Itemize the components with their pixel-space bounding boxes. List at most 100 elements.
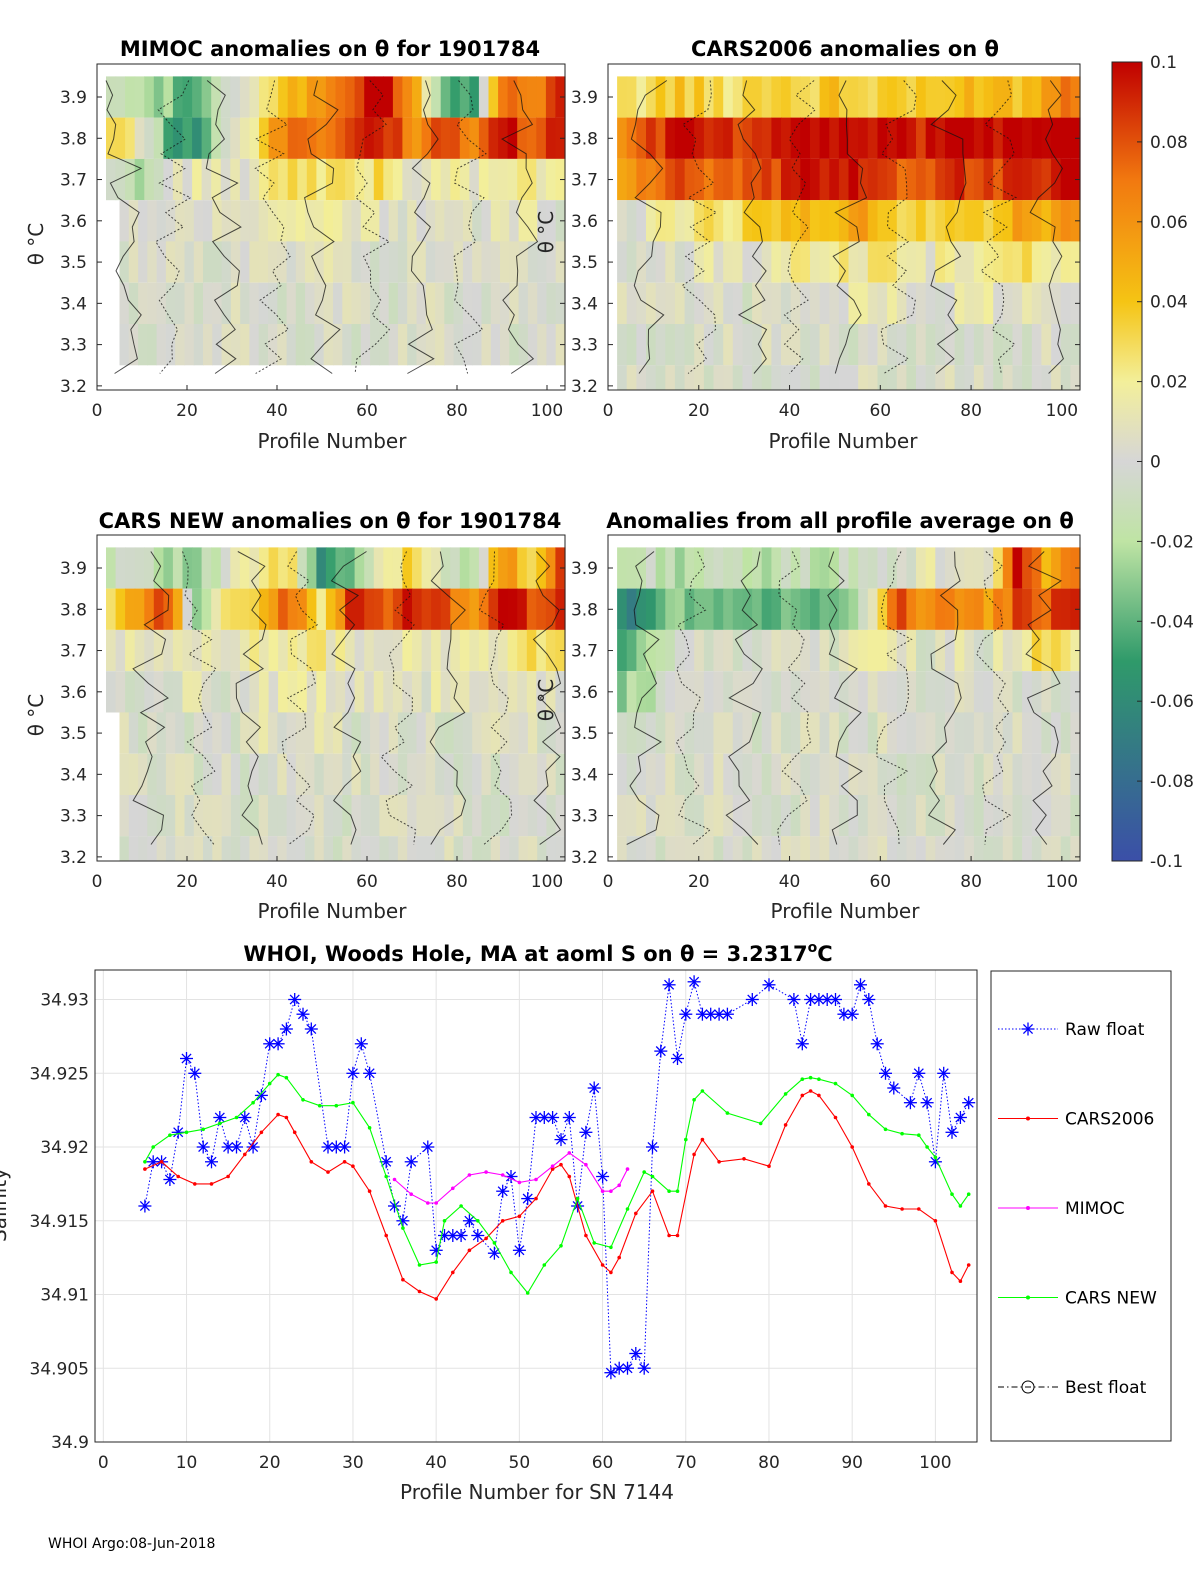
allavg-cell [1051,671,1062,713]
allavg-cell [626,836,637,861]
carsnew-cell [462,836,473,861]
cars2006-cell [1060,324,1071,366]
mimoc-cell [351,200,362,242]
mimoc-cell [286,200,297,242]
salinity-ytick-label: 34.91 [40,1286,89,1306]
allavg-cell [732,671,743,713]
cars2006-point [742,1157,746,1161]
cars2006-cell [626,158,637,201]
carsnew-cell [295,795,306,837]
cars2006-cell [752,158,763,201]
mimoc-cell [134,158,145,201]
cars2006-cell [674,200,686,242]
cars2006-title: CARS2006 anomalies on θ [691,37,999,61]
mimoc-cell [462,282,473,324]
mimoc-cell [360,282,371,324]
carsnew-heatmap-cells [106,547,566,861]
mimoc-contour-line [453,80,487,374]
carsnew-cell [488,629,499,672]
cars2006-point [193,1182,197,1186]
carsnew-cell [144,588,155,630]
carsnew-cell [397,836,408,861]
raw-float-point [354,1037,368,1051]
carsnew-cell [507,629,518,672]
mimoc-cell [193,324,204,366]
mimoc-cell [323,241,334,283]
mimoc-cell [305,200,315,242]
mimoc-cell [459,76,470,118]
raw-float-point [762,978,776,992]
cars2006-point [617,1255,621,1260]
cars2006-cell [1031,158,1042,201]
carsnew-cell [182,588,193,630]
cars2006-cell [723,282,734,324]
allavg-cell [1060,836,1071,861]
cars2006-cell [1031,241,1042,283]
mimoc-cell [488,117,499,159]
carsnew-cell [459,547,470,589]
cars2006-cell [761,76,772,118]
mimoc-cell [453,282,464,324]
cars2006-cell [790,117,801,159]
carsnew-cell [277,712,288,754]
cars2006-cell [723,117,734,159]
allavg-contour-line [626,551,662,845]
cars2006-cell [954,76,965,118]
cars2006-cell [1041,241,1052,283]
mimoc-cell [412,76,423,118]
cars2006-ytick-label: 3.3 [571,336,598,356]
mimoc-cell [172,117,184,159]
colorbar-tick-label: 0.1 [1150,53,1177,73]
allavg-cell [617,712,628,754]
cars2006-point [259,1130,264,1135]
allavg-cell [655,547,666,589]
allavg-cell [964,588,975,630]
mimoc-cell [268,241,278,283]
allavg-cell [916,588,927,630]
cars2006-cell [732,241,743,283]
mimoc-cell [335,76,346,118]
mimoc-cell [526,158,537,201]
allavg-cell [848,671,859,713]
cars2006-cell [810,158,821,201]
cars2006-cell [925,76,936,118]
allavg-cell [703,836,715,861]
mimoc-y-ticks: 3.23.33.43.53.63.73.83.9 [60,88,565,397]
carsnew-cell [370,712,380,754]
mimoc-cell [402,76,413,118]
cars2006-cell [935,324,946,366]
allavg-cell [1012,588,1023,630]
mimoc-cell [175,241,186,283]
legend-dot-marker [1026,1295,1030,1300]
cars2006-cell [781,282,792,324]
mimoc-cell [153,117,164,159]
carsnew-cell [128,836,139,861]
carsnew-cell [175,795,186,837]
allavg-cell [1041,629,1052,672]
carsnew-xtick-label: 0 [92,872,103,892]
carsnew-cell [478,629,490,672]
allavg-cell [1060,588,1071,630]
carsnew-cell [220,588,231,630]
cars2006-cell [742,241,753,283]
carsnew-cell [119,753,130,795]
mimoc-cell [230,158,241,201]
cars2006-cell [993,241,1004,283]
cars2006-cell [925,117,936,159]
allavg-cell [867,588,878,630]
mimoc-cell [360,324,371,366]
mimoc-contour-line [155,80,192,374]
raw-float-point [171,1125,185,1139]
allavg-ytick-label: 3.6 [571,683,598,703]
cars2006-cell [945,282,956,324]
carsnew-cell [184,836,195,861]
mimoc-cell [119,324,130,366]
cars2006-cell [1002,282,1013,324]
cars2006-cell [703,365,715,390]
cars2006-cell [723,241,734,283]
carsnew-cell [546,753,557,795]
cars2006-cell [626,200,637,242]
cars2006-cell [896,324,907,366]
carsnew-cell [172,671,184,713]
carsnew-cell [517,547,528,589]
